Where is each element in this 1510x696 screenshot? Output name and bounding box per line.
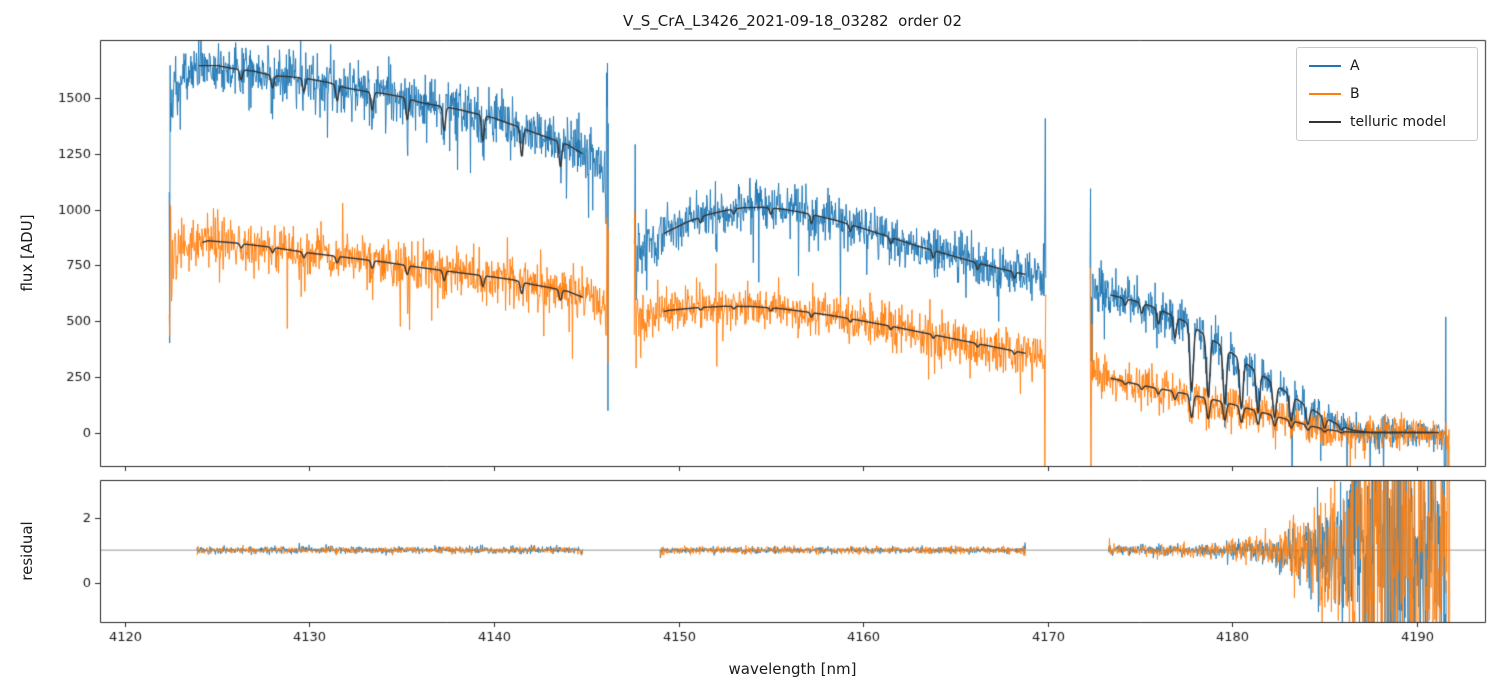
plot-title: V_S_CrA_L3426_2021-09-18_03282 order 02 — [623, 12, 962, 30]
legend-line-telluric-model-icon — [1309, 121, 1341, 123]
flux-axis-label: flux [ADU] — [18, 214, 36, 292]
legend-line-a-icon — [1309, 65, 1341, 67]
legend-entry-a-label: A — [1350, 58, 1360, 74]
legend-entry-telluric-model: telluric model — [1309, 114, 1465, 130]
legend: A B telluric model — [1296, 47, 1478, 141]
legend-entry-b: B — [1309, 86, 1465, 102]
legend-entry-a: A — [1309, 58, 1465, 74]
residual-axis-label: residual — [18, 521, 36, 581]
legend-entry-telluric-model-label: telluric model — [1350, 114, 1447, 130]
legend-line-b-icon — [1309, 93, 1341, 95]
legend-entry-b-label: B — [1350, 86, 1360, 102]
x-axis-label: wavelength [nm] — [728, 660, 857, 678]
